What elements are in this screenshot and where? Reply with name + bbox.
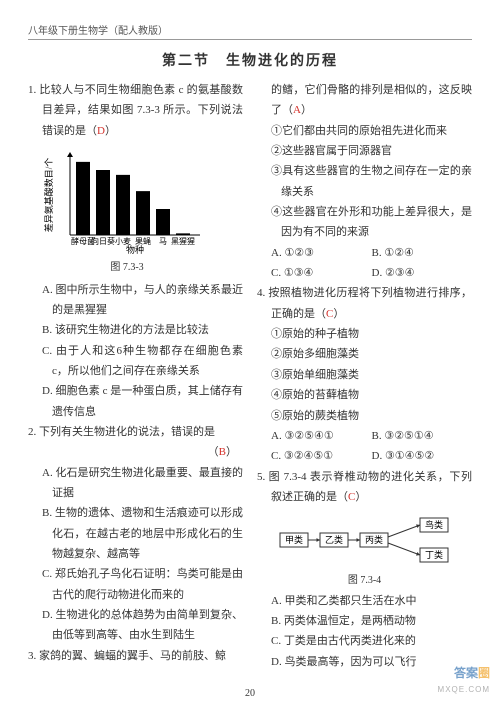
q5-opt-c: C. 丁类是由古代丙类进化来的 <box>257 631 472 651</box>
svg-text:差异氨基酸数目/个: 差异氨基酸数目/个 <box>43 158 54 233</box>
q3-c3: ③具有这些器官的生物之间存在一定的亲缘关系 <box>257 161 472 202</box>
q1-opt-d: D. 细胞色素 c 是一种蛋白质，其上储存有遗传信息 <box>28 381 243 422</box>
svg-text:丙类: 丙类 <box>364 534 382 545</box>
q2-opt-d: D. 生物进化的总体趋势为由简单到复杂、由低等到高等、由水生到陆生 <box>28 605 243 646</box>
q3-answer: A <box>293 104 301 116</box>
svg-text:甲类: 甲类 <box>284 534 302 545</box>
svg-text:马: 马 <box>159 237 167 246</box>
q1-opt-b: B. 该研究生物进化的方法是比较法 <box>28 320 243 340</box>
page-number: 20 <box>0 688 500 699</box>
q2-opt-a: A. 化石是研究生物进化最重要、最直接的证据 <box>28 463 243 504</box>
page-header: 八年级下册生物学（配人教版） <box>28 22 472 40</box>
q3-opt-a: A. ①②③ <box>271 243 372 263</box>
svg-text:鸟类: 鸟类 <box>424 519 442 530</box>
svg-text:乙类: 乙类 <box>324 534 342 545</box>
q4-c4: ④原始的苔藓植物 <box>257 385 472 405</box>
q3-stem-a: 3. 家鸽的翼、蝙蝠的翼手、马的前肢、鲸 <box>28 646 243 666</box>
q2-opt-c: C. 郑氏始孔子鸟化石证明：鸟类可能是由古代的爬行动物进化而来的 <box>28 564 243 605</box>
q4-opt-b: B. ③②⑤①④ <box>372 426 473 446</box>
fig2-caption: 图 7.3-4 <box>257 572 472 591</box>
q1-close: ） <box>105 125 116 137</box>
q3-row2: C. ①③④ D. ②③④ <box>257 263 472 283</box>
q1-stem: 1. 比较人与不同生物细胞色素 c 的氨基酸数目差异，结果如图 7.3-3 所示… <box>28 80 243 141</box>
q3-row1: A. ①②③ B. ①②④ <box>257 243 472 263</box>
q4-c1: ①原始的种子植物 <box>257 324 472 344</box>
q4-c2: ②原始多细胞藻类 <box>257 344 472 364</box>
q4-text: 4. 按照植物进化历程将下列植物进行排序，正确的是（ <box>257 287 472 319</box>
q4-opt-d: D. ③①④⑤② <box>372 446 473 466</box>
left-column: 1. 比较人与不同生物细胞色素 c 的氨基酸数目差异，结果如图 7.3-3 所示… <box>28 80 243 672</box>
fig1-caption: 图 7.3-3 <box>42 259 212 278</box>
wm-b: 圈 <box>478 666 490 680</box>
q2-open: （ <box>208 446 219 458</box>
right-column: 的鳍，它们骨骼的排列是相似的，这反映了（A） ①它们都由共同的原始祖先进化而来 … <box>257 80 472 672</box>
watermark: 答案圈 MXQE.COM <box>438 666 490 695</box>
q2-opt-b: B. 生物的遗体、遗物和生活痕迹可以形成化石，在越古老的地层中形成化石的生物越复… <box>28 503 243 564</box>
q4-close: ） <box>333 308 344 320</box>
q4-opt-a: A. ③②⑤④① <box>271 426 372 446</box>
bar-chart: 酵母菌向日葵小麦果蝇马黑猩猩差异氨基酸数目/个物种 <box>42 145 212 255</box>
q3-c4: ④这些器官在外形和功能上差异很大，是因为有不同的来源 <box>257 202 472 243</box>
q3-opt-b: B. ①②④ <box>372 243 473 263</box>
content-columns: 1. 比较人与不同生物细胞色素 c 的氨基酸数目差异，结果如图 7.3-3 所示… <box>28 80 472 672</box>
svg-text:丁类: 丁类 <box>424 549 442 560</box>
flow-diagram: 甲类 乙类 丙类 鸟类丁类 <box>275 513 455 568</box>
q3-close: ） <box>301 104 312 116</box>
svg-text:向日葵: 向日葵 <box>91 236 115 246</box>
q5-opt-b: B. 丙类体温恒定，是两栖动物 <box>257 611 472 631</box>
q5-opt-a: A. 甲类和乙类都只生活在水中 <box>257 591 472 611</box>
q4-c3: ③原始单细胞藻类 <box>257 365 472 385</box>
q5-stem: 5. 图 7.3-4 表示脊椎动物的进化关系，下列叙述正确的是（C） <box>257 467 472 508</box>
q3-stem-b: 的鳍，它们骨骼的排列是相似的，这反映了（A） <box>257 80 472 121</box>
q4-row1: A. ③②⑤④① B. ③②⑤①④ <box>257 426 472 446</box>
q1-opt-c: C. 由于人和这6种生物都存在细胞色素 c，所以他们之间存在亲缘关系 <box>28 341 243 382</box>
q4-c5: ⑤原始的蕨类植物 <box>257 406 472 426</box>
q3-opt-c: C. ①③④ <box>271 263 372 283</box>
q2-answer: B <box>219 446 226 458</box>
svg-text:黑猩猩: 黑猩猩 <box>171 236 195 246</box>
q3-opt-d: D. ②③④ <box>372 263 473 283</box>
q1-text: 1. 比较人与不同生物细胞色素 c 的氨基酸数目差异，结果如图 7.3-3 所示… <box>28 84 243 137</box>
wm-a: 答案 <box>454 666 478 680</box>
q3-c2: ②这些器官属于同源器官 <box>257 141 472 161</box>
q1-opt-a: A. 图中所示生物中，与人的亲缘关系最近的是黑猩猩 <box>28 280 243 321</box>
q2-close: ） <box>226 446 237 458</box>
svg-text:物种: 物种 <box>126 244 144 255</box>
wm-sub: MXQE.COM <box>438 685 490 694</box>
q5-close: ） <box>355 491 366 503</box>
q4-row2: C. ③②④⑤① D. ③①④⑤② <box>257 446 472 466</box>
q4-opt-c: C. ③②④⑤① <box>271 446 372 466</box>
q4-stem: 4. 按照植物进化历程将下列植物进行排序，正确的是（C） <box>257 283 472 324</box>
chart-wrap: 酵母菌向日葵小麦果蝇马黑猩猩差异氨基酸数目/个物种 图 7.3-3 <box>42 145 212 278</box>
q3-c1: ①它们都由共同的原始祖先进化而来 <box>257 121 472 141</box>
q2-stem: 2. 下列有关生物进化的说法，错误的是 <box>28 422 243 442</box>
section-title: 第二节 生物进化的历程 <box>28 50 472 70</box>
q1-answer: D <box>97 125 105 137</box>
